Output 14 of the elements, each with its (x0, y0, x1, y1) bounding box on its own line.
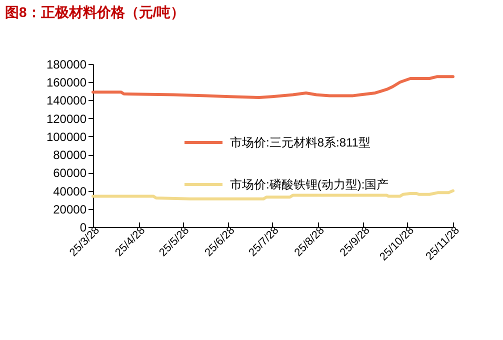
y-tick-label: 80000 (53, 148, 87, 162)
chart-title: 图8：正极材料价格（元/吨） (5, 4, 185, 20)
y-tick-label: 20000 (53, 202, 87, 216)
line-series (92, 75, 454, 100)
y-tick-label: 100000 (46, 130, 87, 144)
legend-label: 市场价:磷酸铁锂(动力型):国产 (230, 178, 389, 192)
y-tick-label: 180000 (46, 58, 87, 72)
y-tick-label: 120000 (46, 112, 87, 126)
y-tick-label: 40000 (53, 184, 87, 198)
line-series (92, 189, 454, 200)
y-tick-label: 140000 (46, 94, 87, 108)
y-tick-label: 60000 (53, 166, 87, 180)
legend-label: 市场价:三元材料8系:811型 (230, 136, 370, 150)
y-tick-label: 160000 (46, 76, 87, 90)
